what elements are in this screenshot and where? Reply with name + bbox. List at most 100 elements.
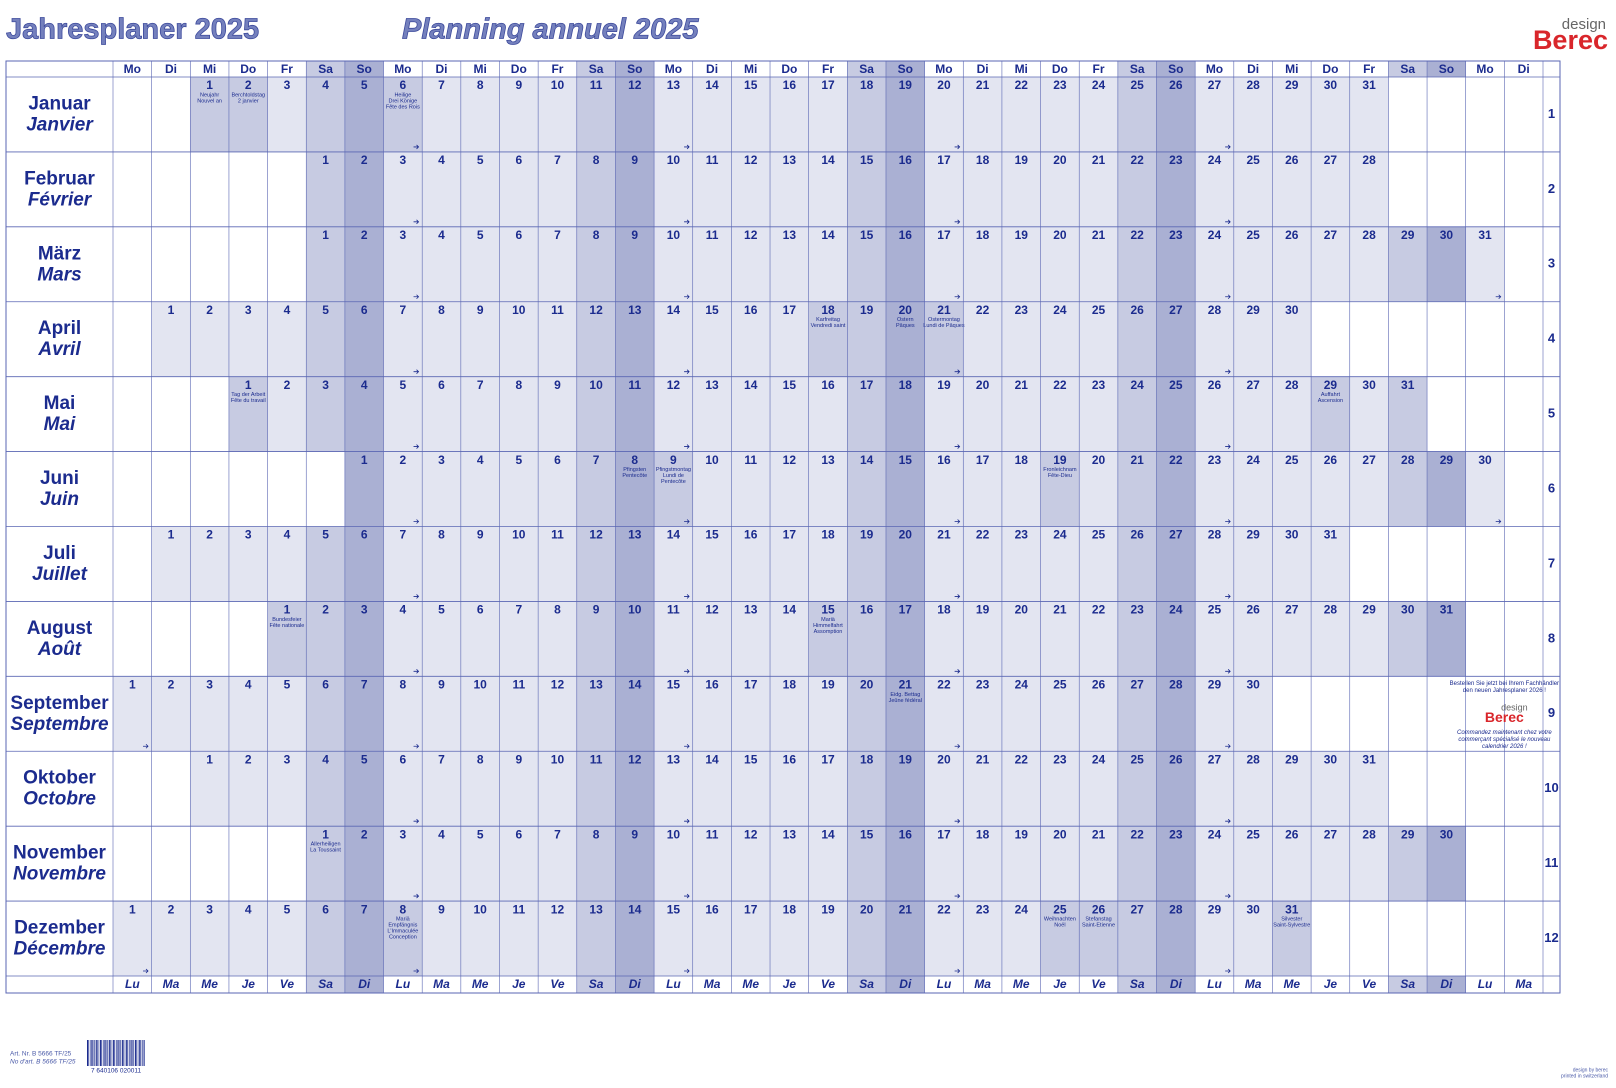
promo-logo-brand: Berec [1485,709,1524,725]
week-arrow [954,369,961,374]
day-number: 15 [860,827,874,841]
day-cell [654,826,693,902]
day-cell [731,751,771,827]
day-number: 22 [976,303,990,317]
barcode-bar [95,1040,97,1066]
day-number: 3 [400,228,407,242]
day-cell [538,901,577,976]
weekday-de: Di [436,62,448,76]
day-cell [963,601,1002,677]
day-number: 30 [1362,378,1376,392]
day-cell [1349,451,1389,527]
weekday-de: Do [1322,62,1338,76]
day-cell [1233,77,1273,152]
footer-cell [1117,976,1157,993]
day-cell [1233,376,1273,452]
day-number: 28 [1208,528,1222,542]
day-number: 26 [1285,827,1299,841]
week-arrow [684,519,690,524]
week-arrow [1225,519,1231,524]
day-cell [1349,751,1389,827]
weekday-fr: Ma [1245,977,1262,991]
day-number: 22 [1131,153,1145,167]
barcode-bar [105,1040,107,1066]
day-number: 27 [1169,303,1183,317]
day-number: 30 [1401,603,1415,617]
day-cell [1349,826,1389,902]
barcode-bar [114,1040,116,1066]
holiday-note: Eidg. Bettag [890,692,920,698]
weekday-de: Sa [859,62,874,76]
day-cell [422,601,461,677]
day-cell [1040,751,1080,827]
day-cell [267,901,307,976]
day-number: 12 [783,453,797,467]
weekday-de: Mo [1476,62,1493,76]
day-cell [538,751,577,827]
month-fr: Mars [37,264,81,285]
month-de: Juni [40,468,79,489]
barcode-bar [107,1040,108,1066]
weekday-fr: Ve [1091,977,1106,991]
holiday-note: Pentecôte [661,479,686,485]
day-cell [1311,376,1350,452]
day-cell [1001,451,1041,527]
holiday-note: Pfingstmontag [656,467,691,473]
day-number: 9 [515,78,522,92]
day-number: 23 [1015,303,1029,317]
day-cell [615,901,655,976]
day-number: 25 [1131,78,1145,92]
weekday-fr: Me [1283,977,1300,991]
day-cell [847,826,886,902]
day-number: 2 [168,678,175,692]
day-number: 13 [628,303,642,317]
day-number: 7 [554,153,561,167]
day-cell [1272,451,1312,527]
day-number: 17 [937,827,951,841]
barcode-bar [131,1040,133,1066]
day-cell [1272,526,1312,602]
day-cell [1117,77,1157,152]
holiday-note: Saint-Sylvestre [1273,923,1310,929]
day-number: 17 [860,378,874,392]
day-number: 24 [1246,453,1260,467]
header-cell [615,61,655,77]
day-number: 16 [937,453,951,467]
weekday-fr: Di [358,977,371,991]
holiday-note: Noël [1054,923,1065,929]
day-cell [808,77,848,152]
day-cell [1156,751,1196,827]
day-cell [267,751,307,827]
day-number: 9 [477,528,484,542]
day-cell [615,226,655,302]
day-cell [383,301,423,377]
day-number: 28 [1208,303,1222,317]
day-cell [1272,376,1312,452]
day-cell [151,526,191,602]
day-cell [1195,751,1234,827]
header-cell [847,61,886,77]
day-number: 16 [821,378,835,392]
day-cell [344,826,384,902]
week-arrow [1225,369,1231,374]
day-cell [1079,376,1118,452]
day-number: 9 [631,827,638,841]
day-number: 24 [1131,378,1145,392]
day-cell [576,751,616,827]
week-arrow [413,743,420,749]
barcode-bar [129,1040,130,1066]
day-cell [1388,601,1428,677]
day-cell [1388,826,1428,902]
day-cell [808,301,848,377]
holiday-note: Ascension [1318,398,1343,404]
day-number: 7 [593,453,600,467]
weekday-de: Di [706,62,718,76]
day-number: 25 [1131,752,1145,766]
day-number: 23 [1053,752,1067,766]
day-number: 2 [206,528,213,542]
day-cell [576,676,616,752]
weekday-de: Sa [1130,62,1145,76]
day-number: 23 [1053,78,1067,92]
promo-logo-small: design [1501,703,1528,713]
day-cell [770,226,809,302]
